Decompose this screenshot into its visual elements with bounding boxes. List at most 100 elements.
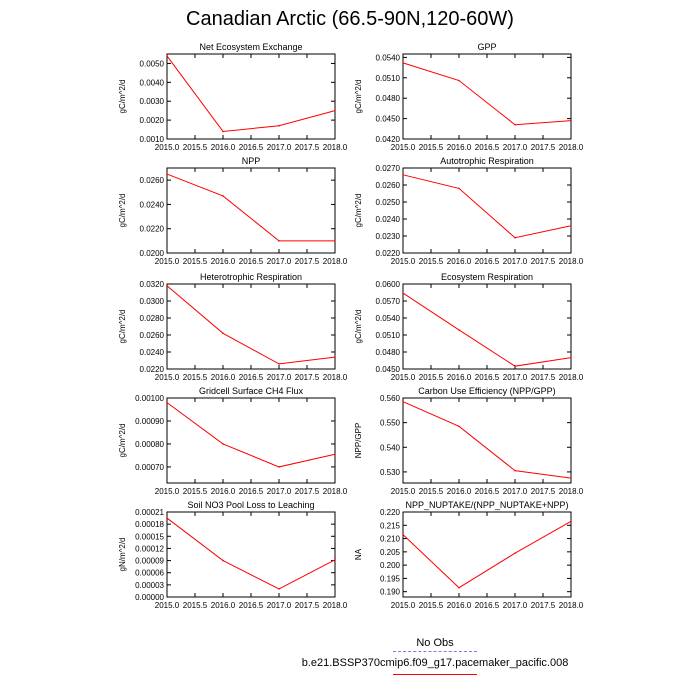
x-tick-label: 2018.0 [559, 373, 584, 382]
y-tick-label: 0.550 [380, 419, 401, 428]
x-tick-label: 2017.0 [503, 257, 528, 266]
data-point [166, 173, 168, 175]
x-tick-label: 2016.5 [239, 601, 264, 610]
y-tick-label: 0.0300 [140, 297, 165, 306]
y-tick-label: 0.560 [380, 394, 401, 403]
data-point [458, 425, 460, 428]
series-line [402, 174, 572, 239]
y-axis-label: gC/m^2/d [118, 310, 127, 344]
x-tick-label: 2017.0 [267, 143, 292, 152]
y-tick-label: 0.00021 [135, 508, 164, 517]
y-tick-label: 0.0270 [376, 164, 401, 173]
y-tick-label: 0.0050 [140, 59, 165, 68]
x-tick-label: 2017.0 [267, 601, 292, 610]
y-tick-label: 0.210 [380, 535, 401, 544]
data-point [402, 174, 404, 176]
x-tick-label: 2016.5 [475, 487, 500, 496]
data-point [458, 79, 460, 82]
chart-panel-1: Net Ecosystem Exchange 2015.0 2015.5 2016.0… [118, 42, 348, 152]
y-tick-label: 0.00003 [135, 581, 164, 590]
x-tick-label: 2016.0 [211, 487, 236, 496]
x-tick-label: 2016.5 [239, 257, 264, 266]
y-tick-label: 0.00009 [135, 557, 164, 566]
series-line [166, 55, 336, 132]
y-tick-label: 0.195 [380, 574, 401, 583]
data-point [278, 466, 280, 468]
x-tick-label: 2017.0 [267, 487, 292, 496]
y-tick-label: 0.0510 [376, 74, 401, 83]
y-tick-label: 0.00090 [135, 417, 164, 426]
legend-no-obs-line [393, 651, 477, 652]
data-point [570, 356, 572, 359]
chart-panel-10: NPP_NUPTAKE/(NPP_NUPTAKE+NPP) 2015.0 2015.… [354, 500, 584, 610]
data-point [514, 236, 516, 239]
x-tick-label: 2017.5 [531, 601, 556, 610]
y-tick-label: 0.0240 [376, 215, 401, 224]
data-point [278, 240, 280, 242]
panel-frame [402, 53, 572, 140]
legend-no-obs-label: No Obs [416, 637, 454, 649]
chart-panel-9: Soil NO3 Pool Loss to Leaching 2015.0 2015… [118, 500, 348, 610]
series-line [402, 401, 572, 479]
y-tick-label: 0.0010 [140, 135, 165, 144]
data-point [458, 187, 460, 190]
x-tick-label: 2017.5 [531, 257, 556, 266]
x-tick-label: 2015.0 [391, 487, 416, 496]
x-tick-label: 2015.0 [391, 143, 416, 152]
y-tick-label: 0.00070 [135, 463, 164, 472]
y-tick-label: 0.0260 [140, 331, 165, 340]
x-tick-label: 2015.5 [183, 257, 208, 266]
y-tick-label: 0.0230 [376, 232, 401, 241]
x-tick-label: 2015.0 [155, 257, 180, 266]
x-tick-label: 2017.5 [295, 257, 320, 266]
x-tick-label: 2015.5 [183, 373, 208, 382]
y-tick-label: 0.0250 [376, 198, 401, 207]
series-line [402, 520, 572, 589]
data-point [514, 123, 516, 126]
y-tick-label: 0.0540 [376, 53, 401, 62]
y-tick-label: 0.00100 [135, 394, 164, 403]
y-tick-label: 0.540 [380, 443, 401, 452]
data-point [458, 586, 460, 589]
y-axis-label: gC/m^2/d [354, 80, 363, 114]
y-axis-label: gC/m^2/d [354, 310, 363, 344]
y-tick-label: 0.0570 [376, 297, 401, 306]
figure-title: Canadian Arctic (66.5-90N,120-60W) [186, 8, 514, 30]
x-tick-label: 2017.5 [531, 143, 556, 152]
panel-title: NPP_NUPTAKE/(NPP_NUPTAKE+NPP) [406, 500, 569, 510]
panel-frame [166, 511, 336, 598]
data-point [570, 520, 572, 523]
panel-frame [166, 53, 336, 140]
x-tick-label: 2015.5 [419, 143, 444, 152]
y-tick-label: 0.0240 [140, 200, 165, 209]
y-tick-label: 0.0020 [140, 116, 165, 125]
data-point [402, 533, 404, 536]
x-tick-label: 2018.0 [559, 601, 584, 610]
x-tick-label: 2017.5 [295, 143, 320, 152]
panel-title: Heterotrophic Respiration [200, 272, 302, 282]
x-tick-label: 2018.0 [559, 257, 584, 266]
data-point [166, 517, 168, 519]
data-point [570, 477, 572, 479]
x-tick-label: 2016.5 [475, 143, 500, 152]
x-tick-label: 2015.0 [155, 601, 180, 610]
x-tick-label: 2018.0 [323, 373, 348, 382]
data-point [402, 62, 404, 64]
x-tick-label: 2017.5 [295, 487, 320, 496]
x-tick-label: 2017.0 [503, 487, 528, 496]
x-tick-label: 2016.0 [447, 373, 472, 382]
x-tick-label: 2016.5 [475, 373, 500, 382]
panel-title: GPP [477, 42, 496, 52]
x-tick-label: 2015.0 [391, 601, 416, 610]
y-tick-label: 0.220 [380, 508, 401, 517]
x-tick-label: 2015.0 [155, 487, 180, 496]
y-axis-label: gN/m^2/d [118, 538, 127, 572]
series-line [166, 402, 336, 468]
y-tick-label: 0.0510 [376, 331, 401, 340]
chart-panel-8: Carbon Use Efficiency (NPP/GPP)2015.0 201… [354, 386, 584, 496]
data-point [570, 119, 572, 122]
